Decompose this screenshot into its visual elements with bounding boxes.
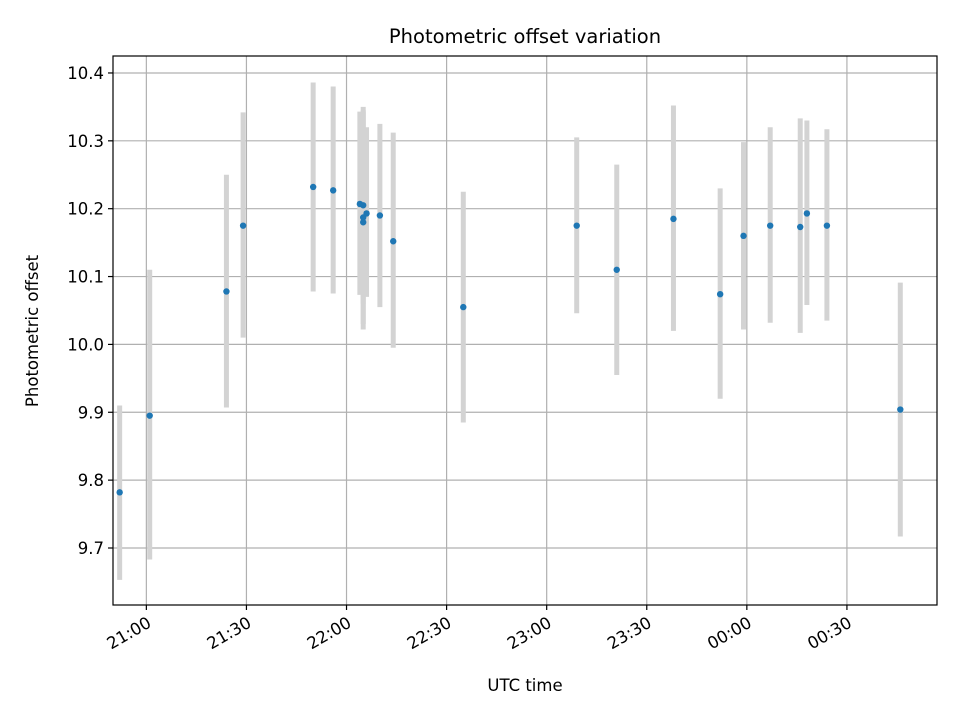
y-tick-label: 9.7: [78, 539, 104, 558]
y-tick-label: 10.1: [67, 268, 104, 287]
data-point: [223, 288, 230, 295]
data-point: [390, 238, 397, 245]
data-point: [613, 266, 620, 273]
data-point: [363, 210, 370, 217]
data-point: [309, 183, 317, 191]
data-point: [239, 222, 247, 229]
y-tick-label: 9.8: [78, 471, 104, 490]
data-point: [797, 223, 804, 231]
data-point: [803, 210, 811, 217]
data-point: [823, 222, 831, 229]
y-tick-label: 9.9: [78, 403, 104, 422]
y-axis: 9.7 9.8 9.9 10.0 10.1 10.2 10.3 10.4: [67, 64, 113, 558]
y-tick-label: 10.2: [67, 200, 104, 219]
data-point: [716, 290, 724, 298]
data-point: [573, 222, 580, 229]
data-point: [360, 219, 367, 226]
data-point: [766, 222, 774, 229]
data-point: [116, 489, 123, 496]
y-tick-label: 10.0: [67, 335, 104, 354]
data-point: [670, 215, 677, 223]
plot-frame: [112, 55, 938, 606]
data-point: [329, 187, 337, 194]
data-point: [360, 202, 367, 209]
y-tick-label: 10.3: [67, 132, 104, 151]
data-point: [376, 212, 384, 219]
data-point: [460, 303, 467, 311]
y-tick-label: 10.4: [67, 64, 104, 83]
chart-title: Photometric offset variation: [389, 25, 661, 48]
data-points: [116, 183, 904, 496]
x-axis-label: UTC time: [487, 676, 562, 695]
data-point: [740, 232, 747, 240]
data-point: [897, 406, 904, 413]
data-point: [146, 412, 153, 419]
y-axis-label: Photometric offset: [23, 254, 42, 407]
